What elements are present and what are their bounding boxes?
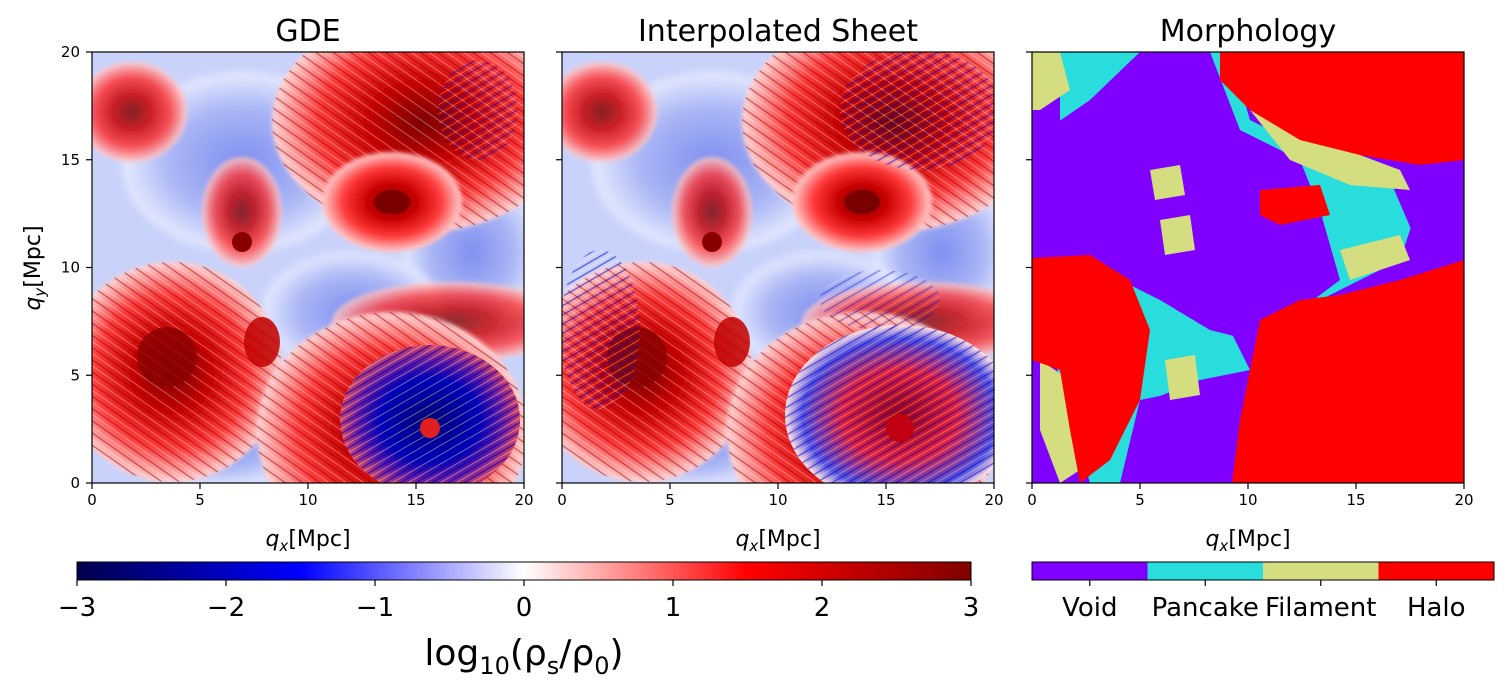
cb-label-rho0: /ρ xyxy=(559,633,594,674)
x-label-unit: [Mpc] xyxy=(1228,527,1290,552)
morph-halo-bottom-right xyxy=(1232,260,1464,483)
morph-void-region-bottom xyxy=(1120,390,1200,483)
x-tick-label: 15 xyxy=(876,491,895,509)
colorbar-tick-label: 1 xyxy=(665,593,682,623)
gde-heatmap xyxy=(62,12,572,483)
x-tick-label: 0 xyxy=(1027,491,1037,509)
colorbar-tick-label: −2 xyxy=(207,593,245,623)
legend-label-pancake: Pancake xyxy=(1152,593,1259,623)
legend-label-filament: Filament xyxy=(1265,593,1376,623)
colorbar-tick-label: 2 xyxy=(814,593,831,623)
morph-halo-left xyxy=(1032,255,1150,483)
x-label-sub: x xyxy=(278,537,288,555)
y-tick-label: 10 xyxy=(61,259,80,277)
colorbar-gradient xyxy=(76,561,972,581)
cb-label-rho: (ρ xyxy=(510,633,547,674)
morph-filament-3 xyxy=(1340,235,1410,280)
morph-void-region xyxy=(1032,52,1340,340)
svg-text:qx[Mpc]: qx[Mpc] xyxy=(265,527,350,555)
x-axis-label-morphology: qx[Mpc] xyxy=(1205,527,1290,555)
cb-label-s: s xyxy=(547,652,560,680)
svg-text:qx[Mpc]: qx[Mpc] xyxy=(1205,527,1290,555)
morph-filament-5 xyxy=(1165,355,1200,400)
y-label-sub: y xyxy=(31,287,49,298)
morphology-legend: Void Pancake Filament Halo xyxy=(1031,561,1495,623)
morphology-title: Morphology xyxy=(1160,14,1336,49)
y-axis-label: qy[Mpc] xyxy=(21,225,49,310)
legend-swatch-filament xyxy=(1263,562,1379,580)
cb-label-close: ) xyxy=(610,633,624,674)
morph-filament-1 xyxy=(1032,52,1070,110)
density-colorbar: −3 −2 −1 0 1 2 3 log10(ρs/ρ0) xyxy=(58,561,979,680)
x-label-sub: x xyxy=(1218,537,1228,555)
x-tick-label: 0 xyxy=(557,491,567,509)
panel-gde: GDE xyxy=(62,12,572,484)
colorbar-tick-label: −1 xyxy=(356,593,394,623)
morph-filament-7 xyxy=(1150,165,1185,200)
colorbar-label: log10(ρs/ρ0) xyxy=(424,633,623,680)
x-label-sub: x xyxy=(748,537,758,555)
x-label-q: q xyxy=(1205,527,1219,552)
x-tick-label: 15 xyxy=(406,491,425,509)
legend-swatch-pancake xyxy=(1147,562,1263,580)
x-tick-label: 10 xyxy=(298,491,317,509)
cb-label-0: 0 xyxy=(594,652,609,680)
y-tick-label: 0 xyxy=(70,474,80,492)
legend-frame xyxy=(1031,561,1495,581)
morph-filament-4 xyxy=(1160,215,1195,255)
x-label-q: q xyxy=(735,527,749,552)
x-tick-label: 10 xyxy=(768,491,787,509)
colorbar-tick-label: −3 xyxy=(58,593,96,623)
colorbar-ticks: −3 −2 −1 0 1 2 3 xyxy=(58,580,979,623)
x-tick-label: 20 xyxy=(984,491,1003,509)
x-tick-label: 20 xyxy=(514,491,533,509)
x-label-unit: [Mpc] xyxy=(758,527,820,552)
svg-text:qy[Mpc]: qy[Mpc] xyxy=(21,225,49,310)
y-tick-label: 15 xyxy=(61,151,80,169)
x-tick-label: 5 xyxy=(665,491,675,509)
morph-halo-centre xyxy=(1260,185,1330,225)
x-tick-label: 20 xyxy=(1454,491,1473,509)
legend-label-halo: Halo xyxy=(1407,593,1466,623)
gde-title: GDE xyxy=(275,14,340,49)
legend-swatch-void xyxy=(1032,562,1148,580)
cb-label-10: 10 xyxy=(479,652,510,680)
legend-swatch-halo xyxy=(1378,562,1494,580)
panel-interpolated-sheet: Interpolated Sheet xyxy=(561,14,995,484)
axis-ticks: 0 5 10 15 20 0 5 10 15 20 0 5 10 15 20 0 5 10 15 20 xyxy=(61,43,1474,509)
y-label-q: q xyxy=(21,297,46,311)
cb-label-log: log xyxy=(424,633,479,674)
x-label-q: q xyxy=(265,527,279,552)
x-tick-label: 5 xyxy=(1135,491,1145,509)
x-axis-label-interpolated: qx[Mpc] xyxy=(735,527,820,555)
x-label-unit: [Mpc] xyxy=(288,527,350,552)
y-label-unit: [Mpc] xyxy=(21,225,46,287)
colorbar-tick-label: 3 xyxy=(963,593,980,623)
morph-halo-top-right xyxy=(1220,52,1464,165)
panel-morphology: Morphology xyxy=(1031,14,1465,484)
x-tick-label: 0 xyxy=(87,491,97,509)
x-tick-label: 15 xyxy=(1346,491,1365,509)
legend-label-void: Void xyxy=(1062,593,1117,623)
morph-void-region-right xyxy=(1390,160,1464,255)
x-axis-label-gde: qx[Mpc] xyxy=(265,527,350,555)
interpolated-heatmap xyxy=(562,52,994,483)
svg-text:qx[Mpc]: qx[Mpc] xyxy=(735,527,820,555)
y-tick-label: 5 xyxy=(70,366,80,384)
y-tick-label: 20 xyxy=(61,43,80,61)
x-tick-label: 10 xyxy=(1238,491,1257,509)
morphology-map xyxy=(1032,52,1464,483)
x-tick-label: 5 xyxy=(195,491,205,509)
interpolated-title: Interpolated Sheet xyxy=(638,14,918,49)
colorbar-tick-label: 0 xyxy=(516,593,533,623)
